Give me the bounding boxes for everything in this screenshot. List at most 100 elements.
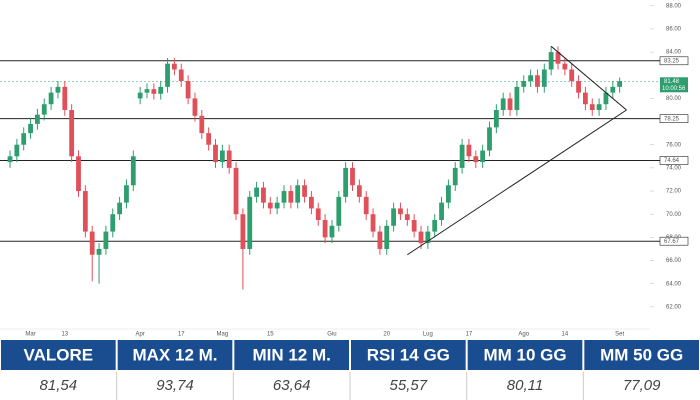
candle-body — [521, 81, 527, 87]
last-price-label: 81.48 — [664, 79, 680, 85]
candle-body — [144, 89, 150, 93]
candle-body — [302, 185, 307, 197]
candle-body — [240, 214, 246, 249]
candle-body — [548, 52, 554, 70]
candle-body — [233, 167, 239, 215]
candle-body — [137, 92, 143, 99]
value-text: 93,74 — [156, 377, 194, 394]
candle-body — [356, 185, 362, 197]
candle-body — [425, 231, 431, 244]
candle-body — [158, 86, 164, 94]
y-tick-label: 62.00 — [666, 304, 682, 310]
candle-body — [363, 196, 369, 215]
candle-body — [14, 144, 20, 157]
candle-body — [124, 185, 129, 203]
candle-body — [28, 123, 33, 134]
candle-body — [226, 150, 232, 168]
header-cell — [351, 340, 466, 370]
candle-body — [329, 225, 335, 238]
level-label: 67.67 — [664, 239, 680, 245]
y-tick-label: 86.00 — [666, 27, 682, 33]
candle-body — [589, 104, 595, 110]
candle-body — [555, 52, 561, 64]
candle-body — [219, 150, 225, 163]
y-tick-label: 88.00 — [666, 3, 682, 9]
candle-body — [267, 202, 273, 209]
candle-body — [439, 202, 444, 220]
candle-body — [254, 187, 259, 197]
candle-body — [69, 110, 75, 157]
candle-body — [151, 89, 157, 94]
x-tick-label: Ago — [518, 332, 529, 338]
candle-body — [528, 75, 533, 82]
header-text: RSI 14 GG — [367, 345, 450, 364]
candle-body — [110, 214, 116, 232]
x-tick-label: 14 — [562, 332, 569, 338]
candle-body — [562, 63, 568, 70]
value-text: 55,57 — [390, 377, 428, 394]
candle-body — [617, 81, 623, 87]
candle-body — [322, 220, 328, 238]
y-tick-label: 74.00 — [666, 165, 682, 171]
candle-body — [541, 69, 547, 87]
candle-body — [206, 133, 212, 145]
candle-body — [343, 167, 349, 197]
candle-body — [569, 69, 575, 82]
candle-body — [384, 225, 390, 249]
header-cell — [1, 340, 116, 370]
candle-body — [295, 185, 301, 203]
candle-body — [274, 202, 280, 209]
candle-body — [261, 187, 266, 203]
candle-body — [507, 98, 513, 110]
candle-body — [165, 63, 170, 87]
x-tick-label: 17 — [178, 332, 185, 338]
candle-body — [288, 191, 294, 203]
header-text: MIN 12 M. — [252, 345, 330, 364]
header-cell — [467, 340, 583, 370]
candle-body — [178, 69, 184, 82]
y-tick-label: 80.00 — [666, 96, 682, 102]
header-text: VALORE — [24, 345, 94, 364]
candle-body — [103, 231, 109, 249]
candle-body — [172, 63, 177, 70]
candle-body — [480, 150, 486, 163]
candle-body — [459, 144, 465, 168]
candle-body — [398, 208, 403, 215]
trendline — [407, 109, 627, 256]
x-tick-label: Set — [615, 332, 624, 338]
level-box — [659, 236, 689, 246]
candle-body — [610, 86, 616, 93]
value-text: 80,11 — [507, 377, 543, 394]
candle-body — [446, 185, 451, 203]
countdown: 10:00:56 — [662, 86, 686, 92]
y-tick-label: 84.00 — [666, 50, 682, 56]
candle-body — [377, 231, 383, 249]
candle-body — [493, 110, 499, 128]
x-tick-label: 17 — [466, 332, 473, 338]
candle-body — [199, 115, 205, 134]
value-text: 77,09 — [623, 377, 661, 394]
value-text: 63,64 — [273, 377, 311, 394]
candle-body — [336, 196, 342, 226]
candle-body — [350, 167, 355, 186]
candle-body — [35, 114, 40, 124]
level-label: 78.25 — [664, 116, 680, 122]
x-tick-label: Giu — [327, 332, 336, 338]
candle-body — [473, 156, 479, 163]
y-tick-label: 72.00 — [666, 189, 682, 195]
candle-body — [55, 86, 61, 93]
candle-body — [309, 196, 314, 209]
x-tick-label: 13 — [61, 332, 68, 338]
x-tick-label: Apr — [135, 332, 144, 338]
candle-body — [185, 81, 191, 99]
level-label: 83.25 — [664, 58, 680, 64]
x-tick-label: Mag — [217, 332, 229, 338]
header-text: MM 50 GG — [600, 345, 683, 364]
x-tick-label: 20 — [383, 332, 390, 338]
header-cell — [117, 340, 233, 370]
header-cell — [584, 340, 699, 370]
candle-body — [411, 220, 417, 232]
candle-body — [404, 214, 410, 220]
candle-body — [21, 133, 27, 145]
candle-body — [213, 144, 218, 163]
